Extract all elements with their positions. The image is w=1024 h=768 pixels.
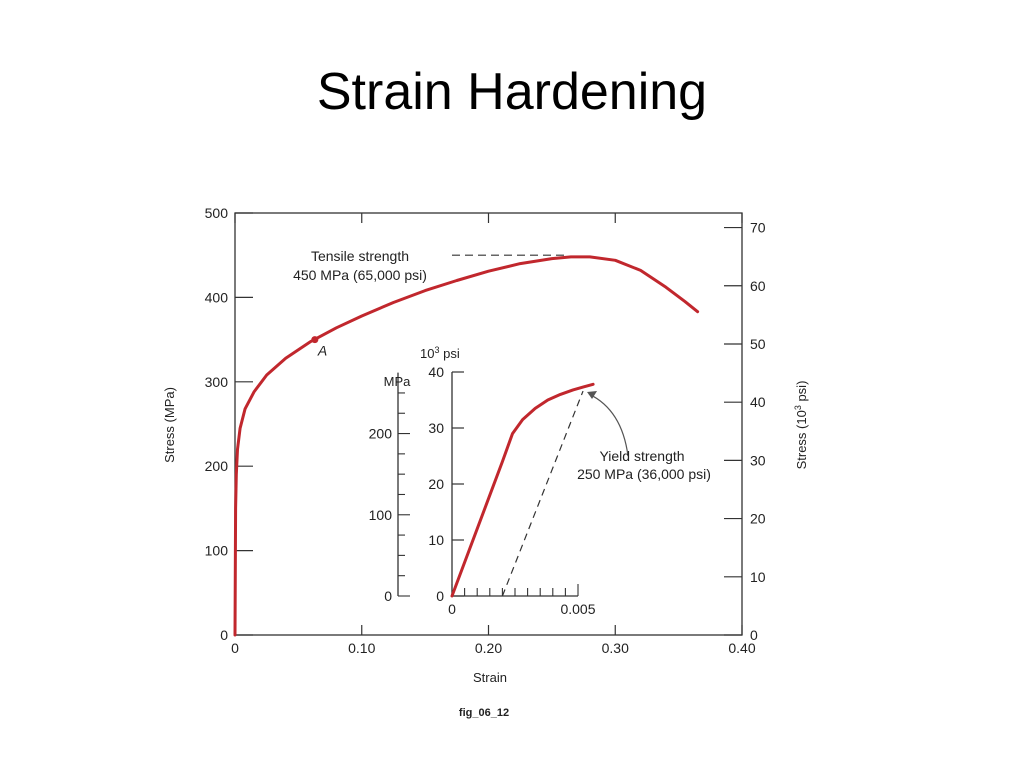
point-a-label: A [317,343,327,359]
y2-tick-label: 20 [750,511,766,527]
y2-tick-label: 60 [750,278,766,294]
x-tick-label: 0.30 [602,640,629,656]
yield-strength-value: 250 MPa (36,000 psi) [577,466,711,482]
y2-tick-label: 50 [750,336,766,352]
yield-strength-arrow [588,393,629,457]
stress-strain-curve [233,255,700,637]
y-tick-label: 100 [205,543,229,559]
inset-plot: 0 10 20 30 40 103 psi MPa 0 100 200 0 0.005 Yield st… [369,345,711,617]
inset-elastic-curve [450,382,595,598]
x-tick-label: 0.10 [348,640,375,656]
inset-x-tick-label: 0.005 [560,601,595,617]
y2-tick-label: 0 [750,627,758,643]
yield-strength-arrowhead [587,391,598,400]
inset-psi-tick-label: 10 [428,532,444,548]
inset-x-tick-label: 0 [448,601,456,617]
y2-tick-label: 40 [750,394,766,410]
x-tick-label: 0.20 [475,640,502,656]
yield-strength-label: Yield strength [599,448,684,464]
y-tick-label: 300 [205,374,229,390]
tensile-strength-value: 450 MPa (65,000 psi) [293,267,427,283]
y2-tick-label: 30 [750,452,766,468]
inset-psi-tick-label: 30 [428,420,444,436]
figure-caption: fig_06_12 [459,707,509,719]
tensile-strength-label: Tensile strength [311,248,409,264]
inset-psi-axis-label: 103 psi [420,345,460,361]
y-tick-label: 0 [220,627,228,643]
inset-offset-dashed-line [501,390,584,597]
inset-psi-tick-label: 40 [428,364,444,380]
main-ticks: 0 0.10 0.20 0.30 0.4001002003004005000102030… [205,205,809,656]
inset-psi-tick-label: 20 [428,476,444,492]
x-axis-label: Strain [473,670,507,685]
y-axis-label: Stress (MPa) [162,387,177,463]
y-tick-label: 200 [205,458,229,474]
inset-mpa-axis-label: MPa [384,374,412,389]
annotations: Tensile strength 450 MPa (65,000 psi) A [293,248,568,359]
inset-mpa-tick-label: 100 [369,507,393,523]
y-tick-label: 500 [205,205,229,221]
y-tick-label: 400 [205,289,229,305]
y2-tick-label: 10 [750,569,766,585]
point-a-marker [311,336,319,344]
y2-tick-label: 70 [750,220,766,236]
inset-psi-tick-label: 0 [436,588,444,604]
inset-mpa-tick-label: 200 [369,426,393,442]
main-curve-layer [233,255,700,637]
x-tick-label: 0 [231,640,239,656]
x-tick-label: 0.40 [728,640,755,656]
slide-title: Strain Hardening [316,63,708,121]
y2-axis-label: Stress (103 psi) [793,381,809,470]
inset-mpa-tick-label: 0 [384,588,392,604]
